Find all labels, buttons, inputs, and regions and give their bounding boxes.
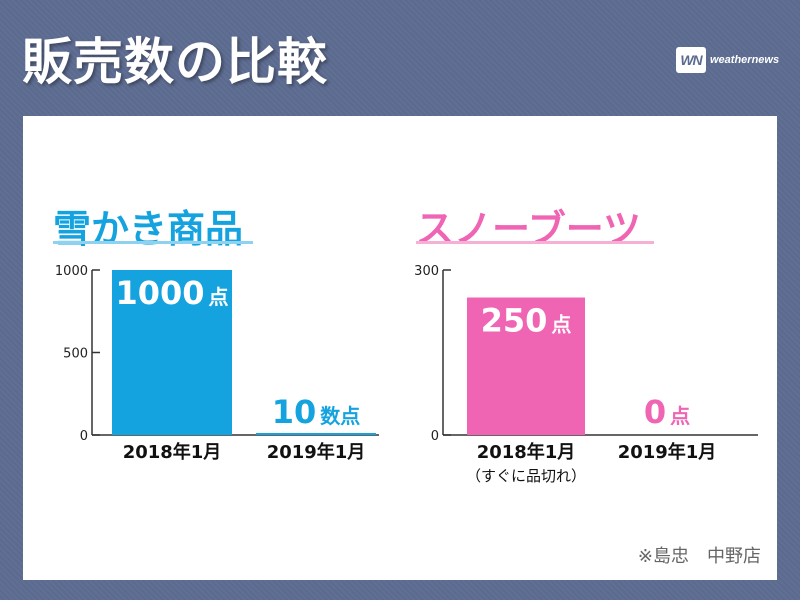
- category-label: 2018年1月: [477, 441, 576, 463]
- data-label: 1000 点: [115, 274, 228, 312]
- y-tick-label: 300: [414, 264, 439, 279]
- weathernews-logo: WN weathernews: [676, 46, 779, 74]
- chart-title-underline-snow-goods: [53, 241, 253, 244]
- logo-text: weathernews: [710, 54, 780, 66]
- chart-panel: 雪かき商品 スノーブーツ 0 500 1000 1000 点 2018年1月 10 数点 201…: [23, 116, 777, 580]
- bar-charts: 0 500 1000 1000 点 2018年1月 10 数点 2019年1月 0 300 250 点 2…: [55, 264, 758, 485]
- bar: [467, 297, 585, 435]
- page-title: 販売数の比較: [22, 33, 328, 91]
- y-tick-label: 0: [431, 429, 439, 444]
- data-label: 10 数点: [272, 393, 361, 431]
- y-tick-label: 1000: [55, 264, 88, 279]
- data-label: 250 点: [481, 302, 572, 340]
- y-tick-label: 500: [63, 347, 88, 362]
- logo-mark: WN: [676, 47, 706, 73]
- y-tick-label: 0: [80, 429, 88, 444]
- category-label: 2018年1月: [123, 441, 222, 463]
- category-label: 2019年1月: [267, 441, 366, 463]
- category-note: （すぐに品切れ）: [466, 467, 586, 485]
- category-label: 2019年1月: [618, 441, 717, 463]
- chart-title-underline-snow-boots: [416, 241, 654, 244]
- bar: [112, 270, 232, 435]
- bar: [256, 433, 376, 435]
- source-note: ※島忠 中野店: [637, 546, 761, 567]
